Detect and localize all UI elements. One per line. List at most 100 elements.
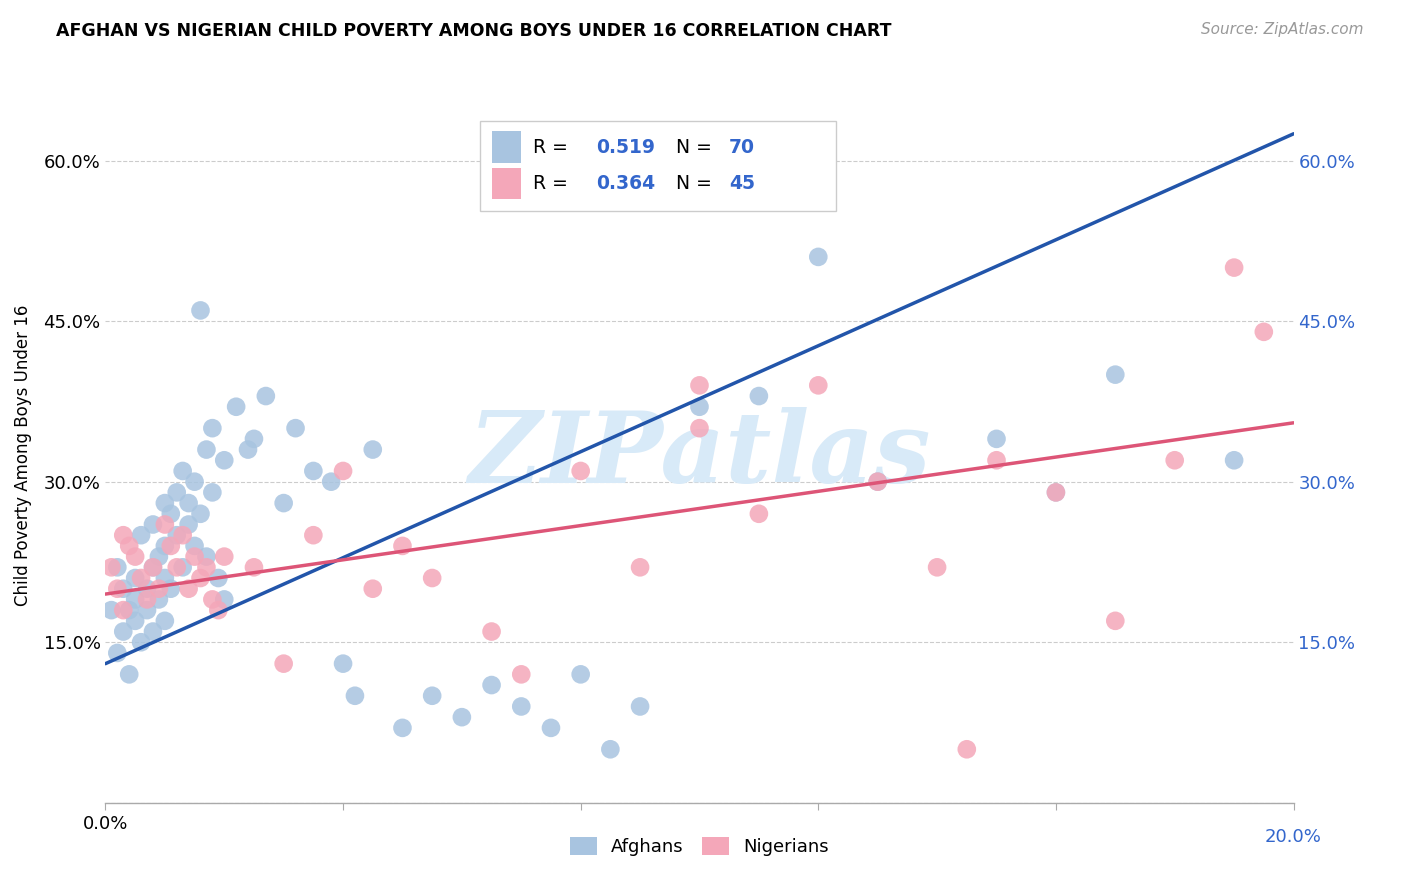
- Bar: [479, 121, 837, 211]
- Point: [129, 571, 152, 585]
- Point: [1104, 368, 1126, 382]
- Point: [201, 592, 224, 607]
- Text: AFGHAN VS NIGERIAN CHILD POVERTY AMONG BOYS UNDER 16 CORRELATION CHART: AFGHAN VS NIGERIAN CHILD POVERTY AMONG B…: [56, 22, 891, 40]
- Point: [177, 582, 200, 596]
- Point: [153, 571, 176, 585]
- Text: N =: N =: [676, 174, 717, 193]
- Point: [689, 378, 711, 392]
- Point: [172, 528, 194, 542]
- Text: 0.519: 0.519: [596, 137, 655, 157]
- Bar: [492, 168, 522, 199]
- Point: [105, 560, 128, 574]
- Point: [927, 560, 949, 574]
- Point: [361, 582, 384, 596]
- Point: [142, 560, 165, 574]
- Point: [190, 507, 212, 521]
- Point: [302, 528, 325, 542]
- Point: [628, 560, 651, 574]
- Point: [214, 453, 236, 467]
- Point: [748, 507, 770, 521]
- Point: [124, 571, 146, 585]
- Point: [1223, 260, 1246, 275]
- Point: [1045, 485, 1067, 500]
- Point: [159, 539, 181, 553]
- Point: [112, 582, 135, 596]
- Text: Source: ZipAtlas.com: Source: ZipAtlas.com: [1201, 22, 1364, 37]
- Point: [112, 528, 135, 542]
- Point: [569, 667, 592, 681]
- Point: [1045, 485, 1067, 500]
- Point: [481, 678, 503, 692]
- Point: [148, 549, 170, 564]
- Point: [866, 475, 889, 489]
- Point: [142, 624, 165, 639]
- Point: [391, 721, 413, 735]
- Point: [201, 421, 224, 435]
- Point: [420, 571, 443, 585]
- Point: [183, 539, 205, 553]
- Text: 0.364: 0.364: [596, 174, 655, 193]
- Y-axis label: Child Poverty Among Boys Under 16: Child Poverty Among Boys Under 16: [14, 304, 32, 606]
- Point: [136, 592, 159, 607]
- Point: [177, 496, 200, 510]
- Bar: [492, 131, 522, 162]
- Point: [183, 549, 205, 564]
- Point: [391, 539, 413, 553]
- Text: ZIPatlas: ZIPatlas: [468, 407, 931, 503]
- Point: [201, 485, 224, 500]
- Point: [100, 603, 122, 617]
- Point: [159, 507, 181, 521]
- Point: [956, 742, 979, 756]
- Point: [628, 699, 651, 714]
- Point: [807, 250, 830, 264]
- Point: [153, 496, 176, 510]
- Point: [153, 614, 176, 628]
- Point: [105, 582, 128, 596]
- Point: [153, 517, 176, 532]
- Point: [124, 549, 146, 564]
- Point: [118, 667, 141, 681]
- Point: [866, 475, 889, 489]
- Point: [361, 442, 384, 457]
- Legend: Afghans, Nigerians: Afghans, Nigerians: [562, 830, 837, 863]
- Point: [302, 464, 325, 478]
- Text: 45: 45: [730, 174, 755, 193]
- Point: [986, 432, 1008, 446]
- Point: [148, 592, 170, 607]
- Point: [343, 689, 366, 703]
- Point: [1253, 325, 1275, 339]
- Point: [1164, 453, 1187, 467]
- Point: [1223, 453, 1246, 467]
- Text: 20.0%: 20.0%: [1265, 828, 1322, 846]
- Point: [166, 485, 188, 500]
- Point: [214, 549, 236, 564]
- Point: [243, 560, 266, 574]
- Point: [118, 539, 141, 553]
- Point: [142, 517, 165, 532]
- Point: [148, 582, 170, 596]
- Point: [332, 657, 354, 671]
- Point: [540, 721, 562, 735]
- Point: [284, 421, 307, 435]
- Point: [332, 464, 354, 478]
- Point: [450, 710, 472, 724]
- Point: [136, 603, 159, 617]
- Point: [153, 539, 176, 553]
- Point: [689, 421, 711, 435]
- Point: [195, 442, 218, 457]
- Point: [129, 635, 152, 649]
- Point: [142, 560, 165, 574]
- Point: [243, 432, 266, 446]
- Point: [195, 549, 218, 564]
- Point: [207, 571, 229, 585]
- Point: [225, 400, 247, 414]
- Point: [273, 657, 295, 671]
- Text: N =: N =: [676, 137, 717, 157]
- Point: [112, 624, 135, 639]
- Point: [569, 464, 592, 478]
- Point: [177, 517, 200, 532]
- Point: [689, 400, 711, 414]
- Point: [214, 592, 236, 607]
- Text: 70: 70: [730, 137, 755, 157]
- Point: [166, 528, 188, 542]
